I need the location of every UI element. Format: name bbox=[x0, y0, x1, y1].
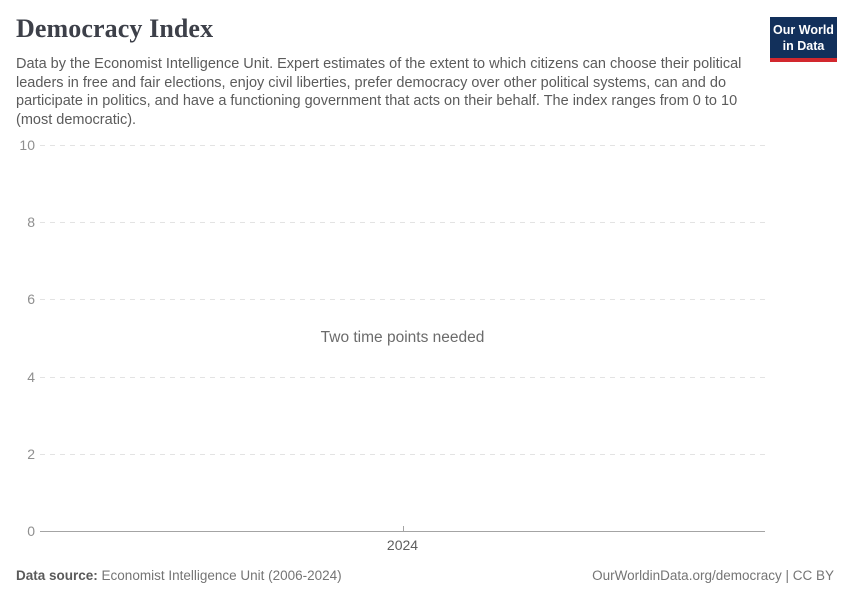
x-axis-tick-mark bbox=[402, 526, 404, 531]
data-source-label: Data source: bbox=[16, 568, 98, 583]
y-axis-tick-label: 0 bbox=[27, 523, 35, 539]
owid-logo-line1: Our World bbox=[773, 23, 834, 37]
data-source-value: Economist Intelligence Unit (2006-2024) bbox=[101, 568, 342, 583]
y-axis-tick-label: 2 bbox=[27, 445, 35, 462]
y-axis-tick-label: 10 bbox=[19, 137, 35, 153]
x-axis-line bbox=[40, 531, 765, 532]
chart-footer: Data source: Economist Intelligence Unit… bbox=[16, 568, 834, 583]
y-gridline bbox=[40, 222, 765, 224]
data-source-line[interactable]: Data source: Economist Intelligence Unit… bbox=[16, 568, 342, 583]
y-axis-tick-label: 6 bbox=[27, 291, 35, 308]
owid-logo-line2: in Data bbox=[782, 39, 825, 53]
owid-logo[interactable]: Our World in Data bbox=[770, 17, 837, 62]
chart-subtitle: Data by the Economist Intelligence Unit.… bbox=[16, 56, 742, 128]
y-axis-tick-label: 4 bbox=[27, 368, 35, 385]
y-gridline bbox=[40, 376, 765, 378]
x-axis-tick-label: 2024 bbox=[386, 537, 419, 553]
y-axis-tick-label: 8 bbox=[27, 214, 35, 231]
y-gridline bbox=[40, 299, 765, 301]
owid-credit-link[interactable]: OurWorldinData.org/democracy | CC BY bbox=[592, 568, 834, 583]
empty-state-message: Two time points needed bbox=[320, 329, 485, 346]
y-gridline bbox=[40, 453, 765, 455]
y-gridline bbox=[40, 145, 765, 146]
chart-title[interactable]: Democracy Index bbox=[16, 14, 214, 43]
